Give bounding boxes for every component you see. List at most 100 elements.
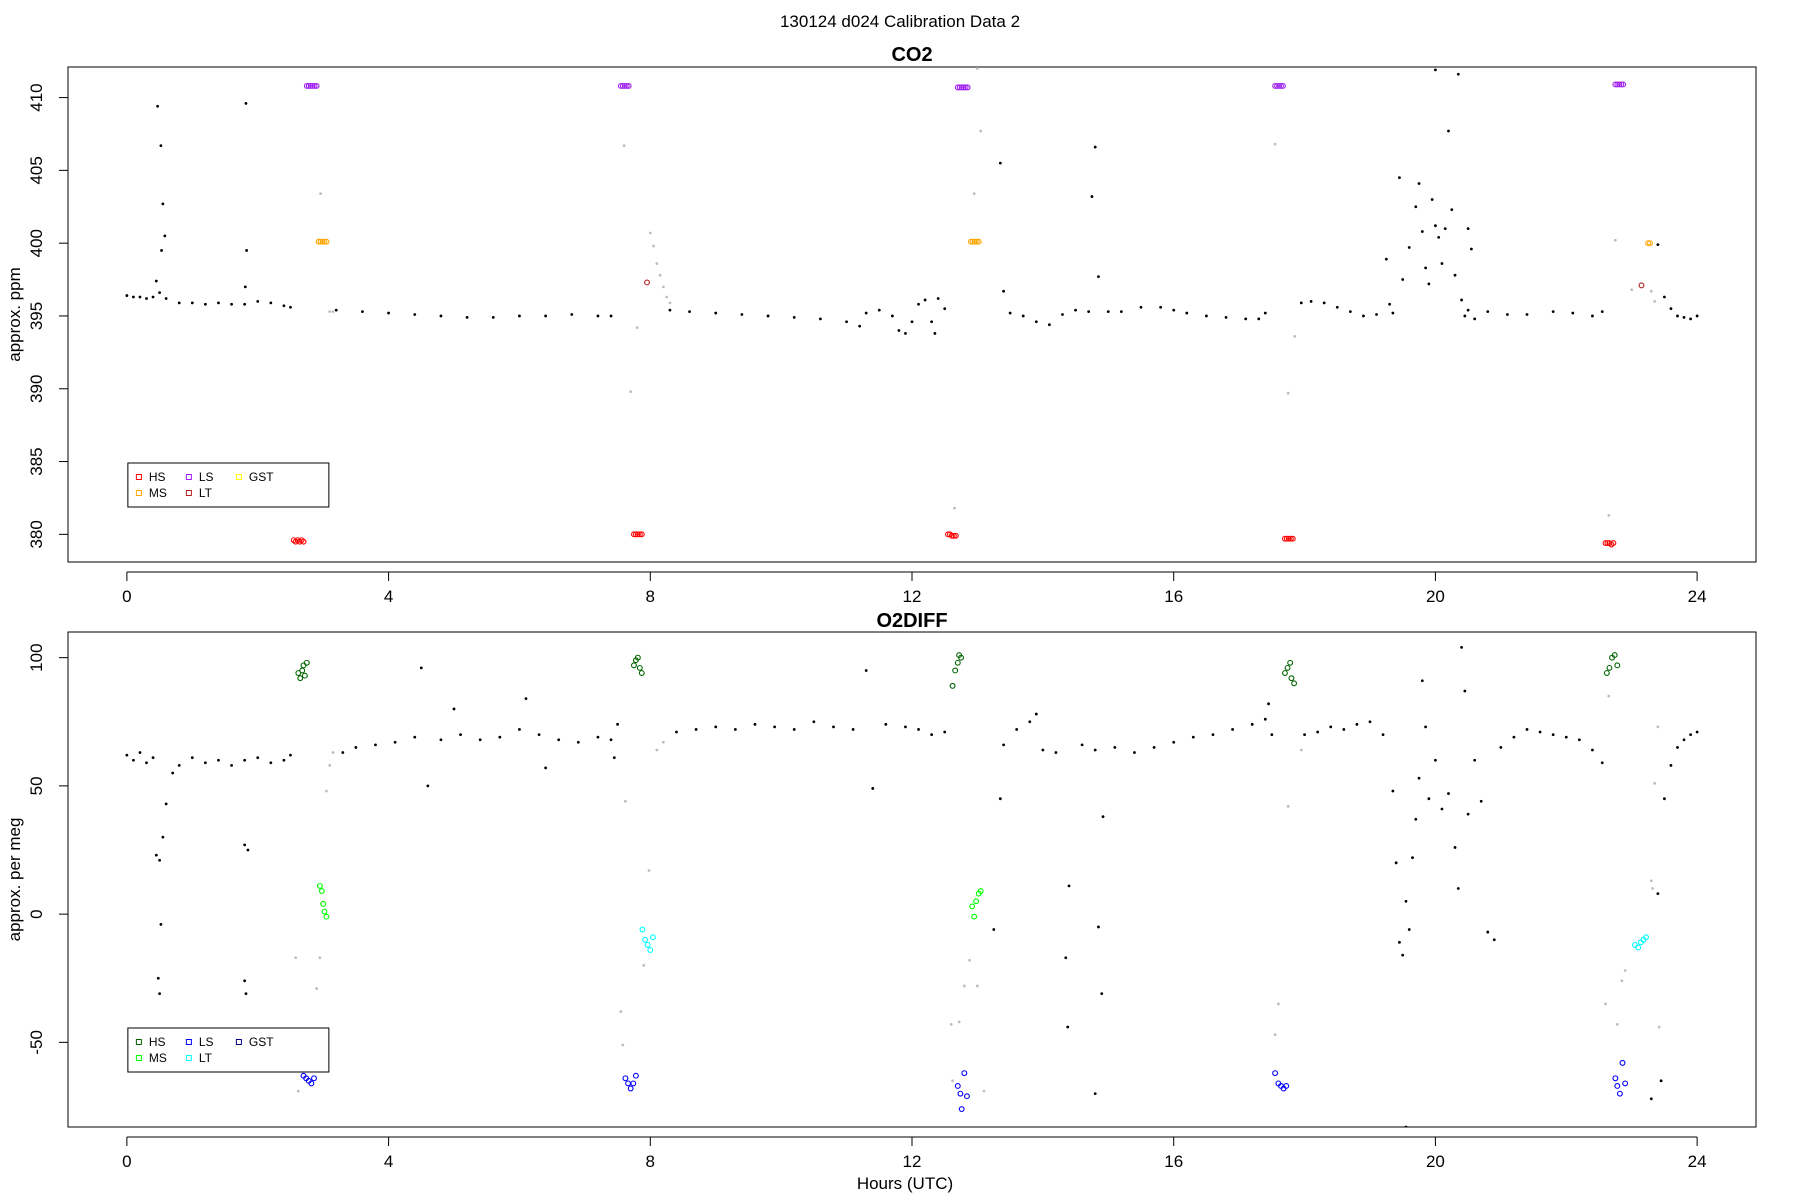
data-point (1638, 282, 1645, 289)
data-point (923, 298, 927, 302)
data-point (524, 697, 528, 701)
data-point (1100, 992, 1104, 996)
data-point (328, 763, 332, 767)
x-tick-label: 24 (1688, 1152, 1707, 1171)
data-point (317, 238, 324, 245)
data-point (819, 317, 822, 321)
data-point (1649, 289, 1653, 293)
data-point (753, 722, 757, 726)
data-point (623, 82, 630, 89)
data-point (951, 1079, 954, 1083)
data-point (1695, 730, 1699, 734)
data-point (1525, 728, 1529, 731)
data-point (1391, 311, 1395, 315)
data-point (243, 979, 247, 983)
data-point (1604, 1002, 1607, 1006)
data-point (609, 738, 613, 742)
data-point (256, 299, 260, 303)
data-point (624, 799, 627, 803)
data-point (1263, 717, 1267, 721)
data-point (300, 662, 307, 669)
data-point (1021, 314, 1025, 318)
data-point (1299, 748, 1303, 752)
data-point (832, 725, 835, 729)
legend: HS LS GST MS LT (127, 1027, 330, 1073)
panel-title: O2DIFF (876, 610, 947, 632)
data-point (773, 725, 777, 729)
data-point (1283, 535, 1290, 542)
x-tick-label: 8 (646, 587, 655, 606)
data-point (1281, 535, 1288, 542)
data-point (636, 531, 643, 538)
data-point (1456, 887, 1460, 890)
data-point (969, 238, 976, 245)
data-point (1097, 925, 1100, 929)
data-point (1505, 313, 1509, 316)
data-point (977, 888, 984, 894)
y-tick-label: 100 (27, 643, 46, 671)
data-point (668, 308, 672, 312)
series-ms (315, 238, 1653, 247)
data-point (812, 720, 816, 724)
data-point (1440, 262, 1444, 265)
data-point (675, 730, 678, 734)
legend-marker (135, 1039, 142, 1045)
data-point (1676, 746, 1679, 749)
data-point (632, 531, 639, 538)
data-point (1288, 675, 1295, 682)
data-point (158, 992, 161, 996)
data-point (164, 802, 168, 806)
legend-marker (135, 1055, 142, 1061)
data-point (217, 758, 220, 762)
data-point (1417, 776, 1421, 780)
data-point (1682, 316, 1686, 319)
data-point (1185, 311, 1189, 315)
data-point (884, 722, 888, 726)
data-point (1028, 720, 1032, 724)
data-point (138, 751, 142, 754)
data-point (1466, 308, 1470, 312)
data-point (478, 738, 482, 742)
data-point (305, 82, 312, 89)
data-point (954, 1083, 961, 1089)
data-point (1616, 81, 1623, 88)
data-point (557, 738, 561, 742)
data-point (1205, 314, 1208, 318)
data-point (393, 740, 397, 744)
data-point (1368, 720, 1372, 724)
data-point (544, 314, 548, 318)
legend-label: LS (199, 470, 214, 484)
data-point (1434, 224, 1437, 228)
data-point (1391, 789, 1395, 793)
data-point (1657, 1025, 1661, 1029)
panel-title: CO2 (891, 44, 932, 66)
data-point (243, 302, 247, 306)
data-point (282, 758, 286, 762)
data-point (1486, 930, 1490, 934)
data-point (1689, 317, 1692, 321)
data-point (161, 202, 165, 206)
data-point (1649, 879, 1653, 883)
data-point (1316, 730, 1320, 734)
legend-box (127, 1027, 330, 1073)
data-point (644, 941, 651, 948)
data-point (323, 238, 330, 245)
data-point (629, 390, 633, 394)
data-point (1388, 302, 1392, 306)
data-point (413, 735, 417, 739)
data-point (1430, 198, 1434, 201)
data-point (1651, 887, 1655, 890)
data-point (949, 682, 956, 689)
data-point (621, 1043, 625, 1047)
data-point (1689, 733, 1692, 736)
series-ls (300, 1059, 1629, 1112)
data-point (968, 958, 971, 962)
data-point (766, 314, 770, 318)
legend-label: HS (149, 1035, 166, 1049)
data-point (163, 234, 167, 238)
data-point (634, 531, 641, 538)
data-point (1283, 1083, 1290, 1089)
data-point (158, 291, 161, 295)
data-point (1093, 748, 1097, 752)
data-point (930, 733, 934, 736)
